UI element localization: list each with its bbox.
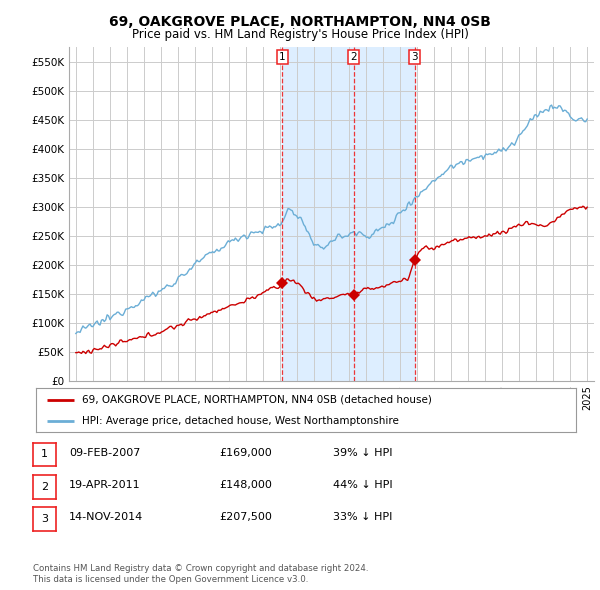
Text: 1: 1 <box>279 52 286 62</box>
Text: 09-FEB-2007: 09-FEB-2007 <box>69 448 140 457</box>
Text: £148,000: £148,000 <box>219 480 272 490</box>
Text: £169,000: £169,000 <box>219 448 272 457</box>
Text: 2: 2 <box>41 482 48 491</box>
Text: 44% ↓ HPI: 44% ↓ HPI <box>333 480 392 490</box>
Text: 69, OAKGROVE PLACE, NORTHAMPTON, NN4 0SB (detached house): 69, OAKGROVE PLACE, NORTHAMPTON, NN4 0SB… <box>82 395 432 405</box>
Text: Price paid vs. HM Land Registry's House Price Index (HPI): Price paid vs. HM Land Registry's House … <box>131 28 469 41</box>
Text: 3: 3 <box>41 514 48 524</box>
Text: 14-NOV-2014: 14-NOV-2014 <box>69 513 143 522</box>
Text: This data is licensed under the Open Government Licence v3.0.: This data is licensed under the Open Gov… <box>33 575 308 584</box>
Text: 2: 2 <box>350 52 357 62</box>
Text: 19-APR-2011: 19-APR-2011 <box>69 480 140 490</box>
Text: 39% ↓ HPI: 39% ↓ HPI <box>333 448 392 457</box>
Text: Contains HM Land Registry data © Crown copyright and database right 2024.: Contains HM Land Registry data © Crown c… <box>33 565 368 573</box>
Text: 1: 1 <box>41 450 48 459</box>
Text: 3: 3 <box>411 52 418 62</box>
Text: HPI: Average price, detached house, West Northamptonshire: HPI: Average price, detached house, West… <box>82 416 399 426</box>
Text: 33% ↓ HPI: 33% ↓ HPI <box>333 513 392 522</box>
Text: £207,500: £207,500 <box>219 513 272 522</box>
Bar <box>282 47 415 381</box>
Text: 69, OAKGROVE PLACE, NORTHAMPTON, NN4 0SB: 69, OAKGROVE PLACE, NORTHAMPTON, NN4 0SB <box>109 15 491 29</box>
